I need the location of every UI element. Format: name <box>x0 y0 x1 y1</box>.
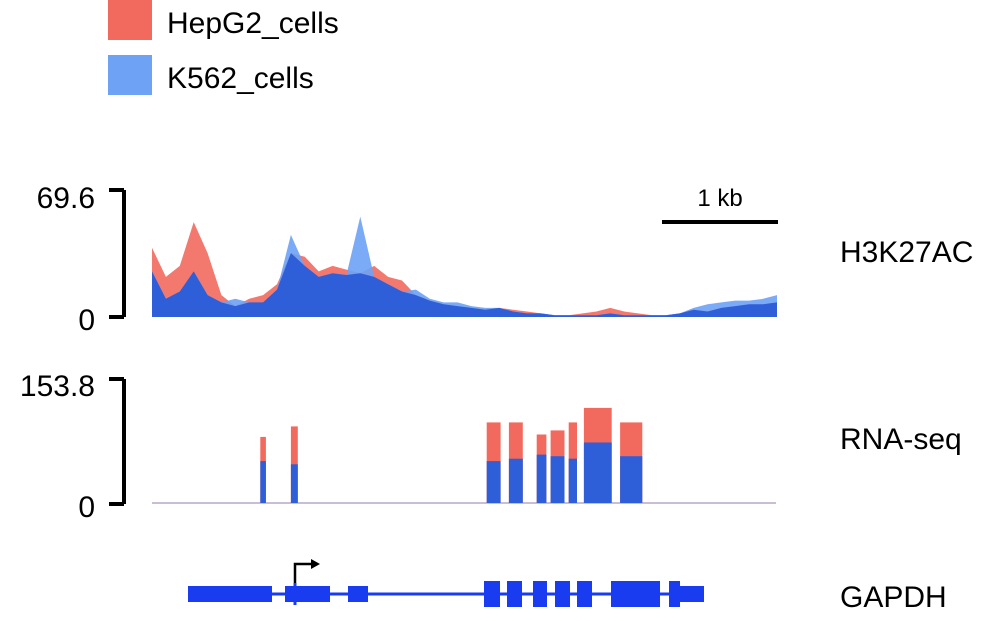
gene-model: GAPDH <box>188 559 947 614</box>
rnaseq-bar-k562 <box>260 461 266 503</box>
gene-exon-block <box>611 581 660 607</box>
h3k27ac-ymin-label: 0 <box>78 304 95 337</box>
rnaseq-bar-k562 <box>537 455 547 503</box>
h3k27ac-y-axis <box>109 190 124 317</box>
rnaseq-bar-k562 <box>487 461 501 503</box>
rnaseq-y-axis <box>109 379 124 504</box>
tss-arrowhead-icon <box>311 559 320 569</box>
rnaseq-ymin-label: 0 <box>78 491 95 524</box>
rnaseq-track-label: RNA-seq <box>840 423 962 456</box>
legend-label-hepg2: HepG2_cells <box>167 7 339 40</box>
rnaseq-bar-k562 <box>620 456 642 503</box>
h3k27ac-track-label: H3K27AC <box>840 236 973 269</box>
rnaseq-track: 153.8 0 RNA-seq <box>20 370 962 524</box>
rnaseq-bar-k562 <box>509 459 523 503</box>
gene-exon-block <box>680 586 704 602</box>
scale-bar-label: 1 kb <box>697 185 742 212</box>
gene-exon-block <box>285 586 330 602</box>
tss-arrow-icon <box>295 564 313 583</box>
rnaseq-bar-k562 <box>291 464 298 503</box>
gene-exon-block <box>555 581 570 607</box>
gene-exon-block <box>577 581 592 607</box>
gene-exon-block <box>507 581 522 607</box>
gene-exon-block <box>669 581 680 607</box>
gene-name-label: GAPDH <box>840 581 947 614</box>
legend-label-k562: K562_cells <box>167 62 314 95</box>
rnaseq-bar-k562 <box>584 443 612 504</box>
h3k27ac-ymax-label: 69.6 <box>37 182 95 215</box>
gene-exon-block <box>348 586 368 602</box>
legend-swatch-hepg2 <box>108 0 152 40</box>
h3k27ac-track: 69.6 0 H3K27AC <box>37 182 974 337</box>
gene-exon-block <box>188 586 272 602</box>
gene-exon-block <box>533 581 547 607</box>
rnaseq-ymax-label: 153.8 <box>20 370 95 403</box>
rnaseq-bar-k562 <box>551 456 565 503</box>
rnaseq-bar-k562 <box>569 459 577 503</box>
h3k27ac-area-k562 <box>152 217 777 317</box>
gene-exon-block <box>484 581 500 607</box>
legend-swatch-k562 <box>108 55 152 95</box>
h3k27ac-area-overlap <box>152 253 777 317</box>
